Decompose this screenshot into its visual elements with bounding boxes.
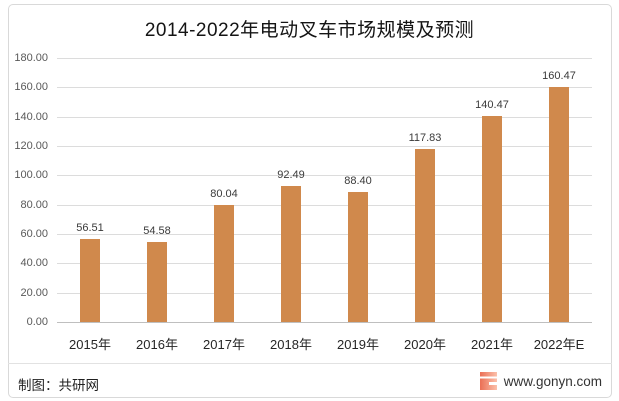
bar-value-label: 160.47 (542, 70, 576, 82)
bar (549, 87, 569, 322)
bar-value-label: 80.04 (210, 188, 238, 200)
bar-value-label: 140.47 (475, 99, 509, 111)
x-axis-category-label: 2020年 (404, 337, 446, 352)
x-axis-category-label: 2017年 (203, 337, 245, 352)
bar-value-label: 117.83 (408, 132, 442, 144)
y-axis-tick-label: 160.00 (14, 81, 48, 93)
bar (482, 116, 502, 322)
bar (415, 149, 435, 322)
chart-title: 2014-2022年电动叉车市场规模及预测 (144, 20, 475, 41)
x-axis-category-label: 2019年 (337, 337, 379, 352)
bar-value-label: 92.49 (277, 169, 305, 181)
y-axis-tick-label: 120.00 (14, 140, 48, 152)
bar (80, 239, 100, 322)
y-axis-tick-label: 180.00 (14, 52, 48, 64)
gridline (57, 87, 592, 88)
bar (214, 205, 234, 322)
y-axis-tick-label: 0.00 (26, 316, 48, 328)
gridline (57, 58, 592, 59)
y-axis-tick-label: 20.00 (20, 287, 48, 299)
site-attribution: www.gonyn.com (479, 372, 602, 390)
gridline (57, 293, 592, 294)
x-axis-category-label: 2018年 (270, 337, 312, 352)
bar-value-label: 88.40 (344, 175, 372, 187)
bar (281, 186, 301, 322)
gridline (57, 146, 592, 147)
y-axis-tick-label: 40.00 (20, 257, 48, 269)
x-axis-category-label: 2015年 (69, 337, 111, 352)
website-text: www.gonyn.com (503, 373, 602, 389)
x-axis-line (57, 322, 592, 323)
x-axis-category-label: 2022年E (533, 337, 585, 352)
bar (147, 242, 167, 322)
y-axis-tick-label: 60.00 (20, 228, 48, 240)
gridline (57, 117, 592, 118)
y-axis-tick-label: 80.00 (20, 199, 48, 211)
gridline (57, 205, 592, 206)
y-axis-tick-label: 140.00 (14, 111, 48, 123)
gridline (57, 234, 592, 235)
bar-value-label: 54.58 (143, 225, 171, 237)
footer-divider (8, 363, 612, 364)
chart-frame (8, 4, 612, 398)
gridline (57, 175, 592, 176)
bar-value-label: 56.51 (76, 222, 104, 234)
x-axis-category-label: 2016年 (136, 337, 178, 352)
credit-text: 制图：共研网 (18, 378, 99, 393)
bar (348, 192, 368, 322)
gonyn-logo-icon (479, 372, 497, 390)
gridline (57, 263, 592, 264)
y-axis-tick-label: 100.00 (14, 169, 48, 181)
x-axis-category-label: 2021年 (471, 337, 513, 352)
